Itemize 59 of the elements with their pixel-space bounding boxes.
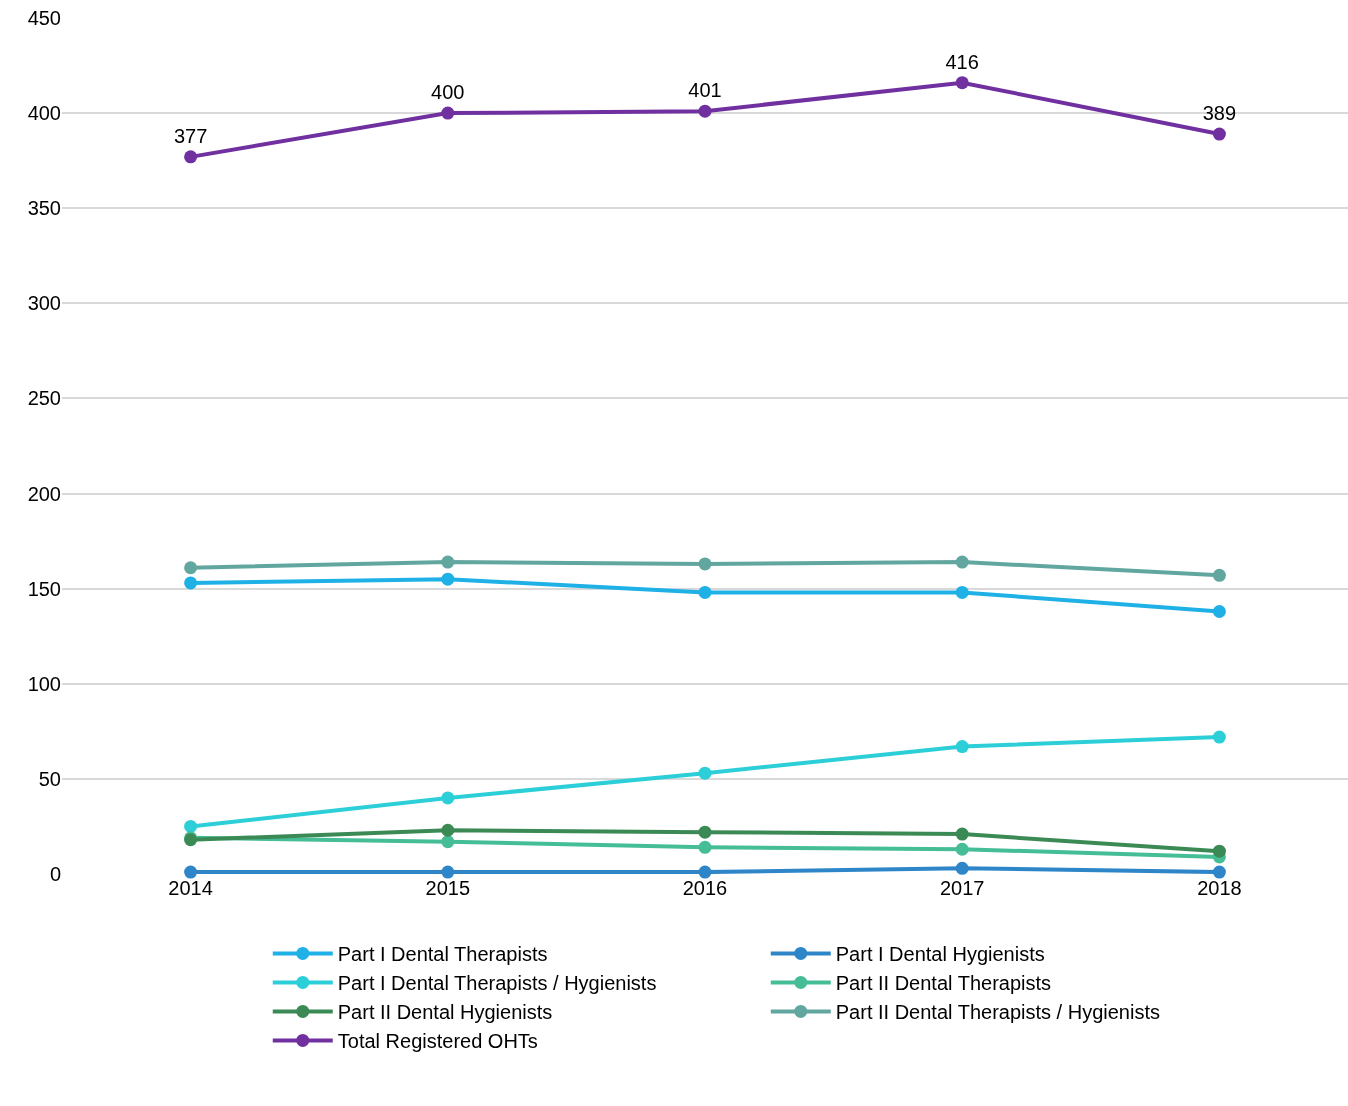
data-label: 416 [945,50,979,73]
point [698,825,712,839]
point [955,76,969,90]
point [441,555,455,569]
y-tick-label: 100 [27,672,61,695]
point [184,150,198,164]
y-tick-label: 300 [27,292,61,315]
x-tick-label: 2014 [168,877,213,899]
point [698,557,712,571]
point [1212,604,1226,618]
data-label: 400 [431,80,465,103]
x-tick-label: 2018 [1197,877,1242,899]
point [1212,730,1226,744]
point [698,766,712,780]
point [184,561,198,575]
point [184,865,198,879]
point [698,865,712,879]
point [441,791,455,805]
y-tick-label: 400 [27,102,61,125]
point [955,827,969,841]
point [955,740,969,754]
point [1212,568,1226,582]
point [441,865,455,879]
legend-label: Part I Dental Therapists / Hygienists [337,972,657,995]
y-tick-label: 150 [27,577,61,600]
legend-label: Total Registered OHTs [337,1030,538,1053]
y-tick-label: 250 [27,387,61,410]
y-tick-label: 0 [49,863,61,885]
x-tick-label: 2016 [682,877,728,899]
y-tick-label: 200 [27,482,61,505]
point [184,819,198,833]
point [184,576,198,590]
legend-label: Part II Dental Hygienists [337,1001,553,1024]
point [698,104,712,118]
y-tick-label: 450 [27,7,61,29]
point [698,585,712,599]
legend-label: Part I Dental Hygienists [835,943,1045,966]
data-label: 401 [688,79,722,102]
point [1212,127,1226,141]
data-label: 389 [1202,101,1237,124]
x-tick-label: 2015 [425,877,471,899]
point [955,585,969,599]
y-tick-label: 50 [38,767,61,790]
point [1212,844,1226,858]
legend-label: Part II Dental Therapists [835,972,1052,995]
legend-label: Part I Dental Therapists [337,943,548,966]
point [441,835,455,849]
point [441,106,455,120]
point [698,840,712,854]
x-tick-label: 2017 [939,877,985,899]
point [441,572,455,586]
legend-label: Part II Dental Therapists / Hygienists [835,1001,1160,1024]
point [1212,865,1226,879]
point [441,823,455,837]
point [955,861,969,875]
point [955,842,969,856]
y-tick-label: 350 [27,197,61,220]
data-label: 377 [173,124,208,147]
point [955,555,969,569]
